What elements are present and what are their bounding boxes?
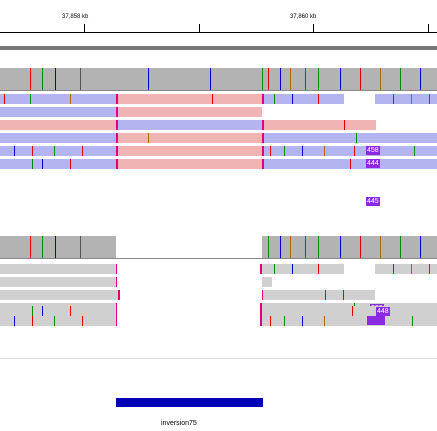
coverage-histogram [262, 236, 437, 258]
read-grey[interactable] [0, 316, 117, 326]
read-pink[interactable] [116, 159, 262, 169]
coverage-baseline [0, 258, 437, 259]
read-grey[interactable] [260, 316, 437, 326]
ruler-left-label: 37,858 kb [62, 14, 89, 20]
insertion-marker [367, 316, 385, 325]
read-pink[interactable] [116, 107, 262, 117]
upper-alignment-track[interactable]: 445 [0, 64, 437, 206]
read-blue[interactable] [262, 159, 437, 169]
read-grey[interactable] [375, 264, 437, 274]
coverage-histogram [0, 236, 116, 258]
ruler-baseline [0, 32, 437, 33]
insertion-label[interactable]: 448 [376, 307, 390, 316]
read-grey[interactable] [0, 290, 120, 300]
read-pink[interactable] [262, 120, 376, 130]
read-blue[interactable] [262, 146, 437, 156]
ruler-tick [84, 24, 85, 32]
read-grey[interactable] [262, 290, 375, 300]
read-blue[interactable] [0, 159, 116, 169]
read-grey[interactable] [260, 306, 437, 316]
read-blue[interactable] [262, 94, 344, 104]
read-grey[interactable] [0, 306, 117, 316]
insertion-label[interactable]: 445 [366, 197, 380, 206]
read-grey[interactable] [0, 264, 117, 274]
feature-label: inversion75 [161, 420, 197, 427]
read-blue[interactable] [375, 94, 437, 104]
lower-alignment-track-rows[interactable] [0, 316, 437, 346]
ruler-right-label: 37,860 kb [290, 14, 317, 20]
track-divider [0, 358, 437, 359]
feature-bar-inversion[interactable] [116, 398, 263, 407]
ruler-tick [199, 24, 200, 32]
read-blue[interactable] [0, 133, 116, 143]
read-blue[interactable] [0, 107, 116, 117]
read-grey[interactable] [260, 264, 344, 274]
read-blue[interactable] [116, 120, 262, 130]
insertion-label[interactable]: 458 [366, 146, 380, 155]
ruler-tick [428, 24, 429, 32]
read-pink[interactable] [116, 146, 262, 156]
read-blue[interactable] [0, 146, 116, 156]
ruler-sequence-bar [0, 46, 437, 50]
ruler-tick [313, 24, 314, 32]
insertion-label[interactable]: 444 [366, 159, 380, 168]
lower-alignment-track-row-last[interactable] [0, 306, 437, 318]
read-pink[interactable] [116, 133, 262, 143]
read-grey[interactable] [262, 277, 272, 287]
coverage-baseline [0, 90, 437, 91]
read-pink[interactable] [116, 94, 262, 104]
coverage-histogram [0, 68, 437, 90]
read-pink[interactable] [0, 120, 116, 130]
read-grey[interactable] [0, 277, 117, 287]
read-blue[interactable] [262, 133, 437, 143]
read-blue[interactable] [0, 94, 116, 104]
